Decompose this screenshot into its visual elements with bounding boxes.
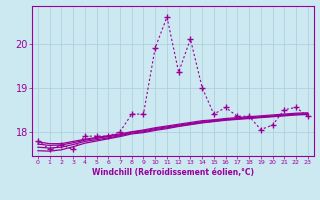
X-axis label: Windchill (Refroidissement éolien,°C): Windchill (Refroidissement éolien,°C): [92, 168, 254, 177]
